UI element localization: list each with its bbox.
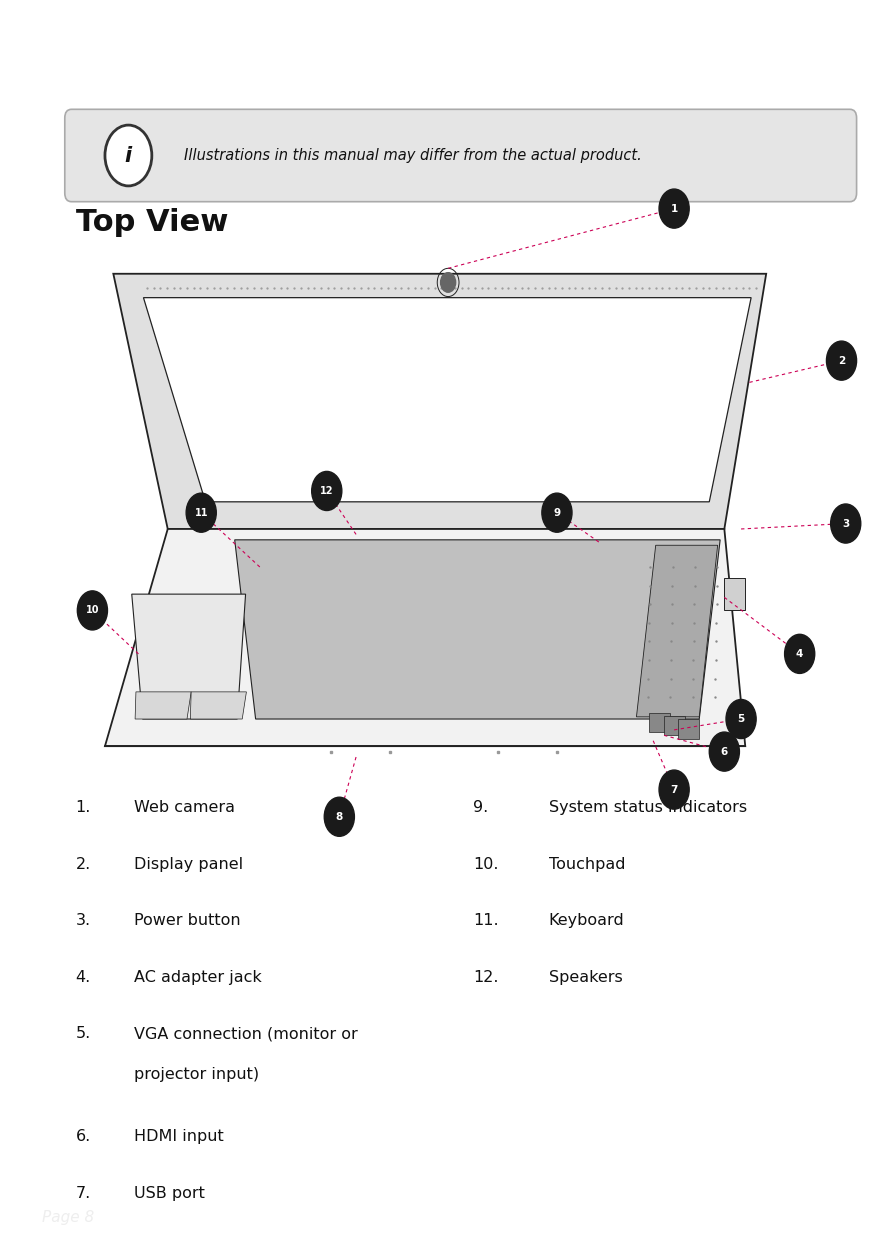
Text: 4.: 4.: [75, 970, 91, 985]
Text: 9: 9: [553, 508, 561, 517]
Text: 6.: 6.: [75, 1129, 91, 1144]
Text: 5.: 5.: [75, 1026, 91, 1041]
Circle shape: [542, 493, 572, 532]
Bar: [664, 716, 685, 736]
Circle shape: [105, 125, 152, 186]
Text: Touchpad: Touchpad: [549, 858, 625, 872]
Text: 5: 5: [738, 714, 745, 724]
Text: 10: 10: [86, 606, 99, 616]
Circle shape: [441, 273, 456, 292]
Text: Keyboard: Keyboard: [549, 913, 625, 928]
Text: 7.: 7.: [75, 1185, 91, 1200]
Polygon shape: [114, 274, 766, 529]
Text: 2: 2: [838, 356, 845, 366]
Circle shape: [312, 472, 342, 510]
Text: 8: 8: [336, 812, 343, 822]
Circle shape: [710, 732, 739, 771]
Text: i: i: [125, 145, 132, 165]
Circle shape: [659, 189, 690, 228]
Polygon shape: [144, 298, 751, 501]
Text: Web camera: Web camera: [134, 800, 235, 815]
Text: English: English: [12, 620, 25, 665]
Circle shape: [659, 771, 690, 809]
Circle shape: [726, 700, 756, 738]
Text: 3.: 3.: [75, 913, 91, 928]
Text: VGA connection (monitor or: VGA connection (monitor or: [134, 1026, 358, 1041]
Text: HDMI input: HDMI input: [134, 1129, 224, 1144]
Text: 1.: 1.: [75, 800, 91, 815]
Polygon shape: [636, 545, 718, 717]
Circle shape: [830, 504, 861, 544]
Text: 12: 12: [320, 486, 333, 496]
Polygon shape: [135, 692, 191, 719]
Text: 11: 11: [194, 508, 208, 517]
Text: 4: 4: [796, 649, 803, 659]
Circle shape: [186, 493, 216, 532]
Circle shape: [785, 634, 815, 674]
Text: 10.: 10.: [473, 858, 499, 872]
Text: 9.: 9.: [473, 800, 488, 815]
Bar: [678, 719, 699, 738]
Text: Top View: Top View: [75, 208, 228, 237]
Text: USB port: USB port: [134, 1185, 205, 1200]
Text: Speakers: Speakers: [549, 970, 622, 985]
Text: Netbook at a Glance: Netbook at a Glance: [42, 43, 486, 81]
Polygon shape: [132, 594, 246, 719]
Bar: [649, 712, 670, 732]
Text: System status indicators: System status indicators: [549, 800, 746, 815]
Text: Illustrations in this manual may differ from the actual product.: Illustrations in this manual may differ …: [185, 148, 642, 163]
Polygon shape: [234, 540, 720, 719]
Text: AC adapter jack: AC adapter jack: [134, 970, 262, 985]
Polygon shape: [724, 578, 746, 611]
Polygon shape: [191, 692, 247, 719]
Text: 6: 6: [721, 747, 728, 757]
Text: 11.: 11.: [473, 913, 499, 928]
FancyBboxPatch shape: [65, 109, 857, 202]
Circle shape: [325, 797, 354, 836]
Text: 3: 3: [842, 519, 850, 529]
Text: 1: 1: [670, 204, 678, 213]
Circle shape: [827, 341, 857, 380]
Text: projector input): projector input): [134, 1067, 259, 1082]
Text: Display panel: Display panel: [134, 858, 243, 872]
Circle shape: [77, 591, 108, 630]
Text: 12.: 12.: [473, 970, 499, 985]
Polygon shape: [105, 529, 746, 746]
Text: Page 8: Page 8: [42, 1210, 94, 1225]
Text: Power button: Power button: [134, 913, 241, 928]
Text: 7: 7: [670, 784, 678, 794]
Text: 2.: 2.: [75, 858, 91, 872]
